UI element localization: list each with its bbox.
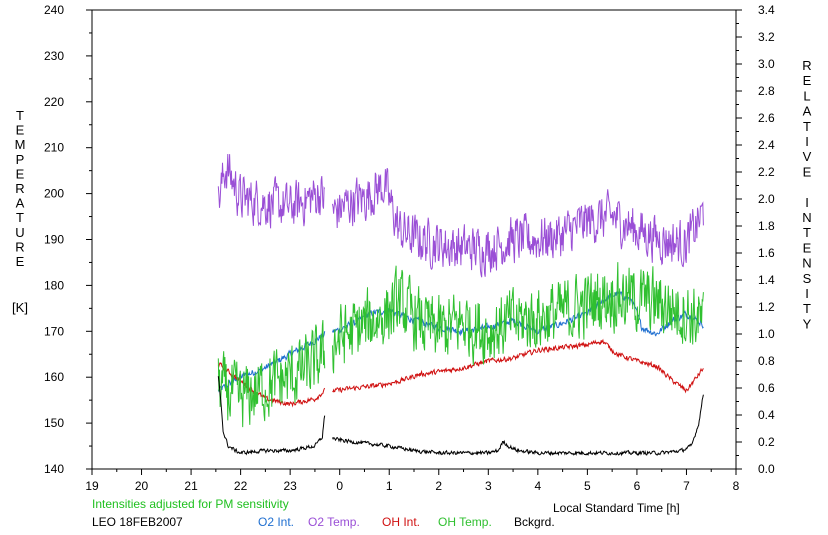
y-right-tick-label: 0.6 bbox=[758, 381, 775, 395]
y-left-title-letter: R bbox=[15, 181, 24, 196]
y-right-title-letter: Y bbox=[803, 316, 812, 331]
y-left-tick-label: 150 bbox=[44, 416, 64, 430]
y-left-tick-label: 160 bbox=[44, 370, 64, 384]
y-left-tick-label: 190 bbox=[44, 233, 64, 247]
legend-entry-o2_int: O2 Int. bbox=[258, 515, 294, 529]
x-tick-label: 3 bbox=[485, 479, 492, 493]
y-right-tick-label: 0.2 bbox=[758, 435, 775, 449]
y-left-title-letter: U bbox=[15, 225, 24, 240]
y-left-tick-label: 230 bbox=[44, 49, 64, 63]
series-line-o2_temp bbox=[332, 168, 704, 278]
y-right-title-letter: R bbox=[802, 58, 811, 73]
y-left-title-letter: M bbox=[15, 137, 26, 152]
y-left-title-letter: E bbox=[16, 123, 25, 138]
y-left-title-letter: T bbox=[16, 108, 24, 123]
y-right-title-letter: E bbox=[803, 164, 812, 179]
y-right-title-letter: T bbox=[803, 225, 811, 240]
series-line-bckgrd bbox=[332, 394, 704, 457]
y-left-title-letter: R bbox=[15, 239, 24, 254]
y-right-title-letter: A bbox=[803, 104, 812, 119]
x-tick-label: 22 bbox=[234, 479, 248, 493]
legend-entry-oh_temp: OH Temp. bbox=[438, 515, 492, 529]
y-right-tick-label: 2.8 bbox=[758, 84, 775, 98]
y-left-title-letter: E bbox=[16, 166, 25, 181]
y-right-tick-label: 2.0 bbox=[758, 192, 775, 206]
series-line-oh_temp bbox=[217, 320, 326, 428]
legend-entry-oh_int: OH Int. bbox=[382, 515, 420, 529]
y-right-title-letter: L bbox=[803, 88, 810, 103]
y-left-tick-label: 220 bbox=[44, 95, 64, 109]
y-right-title-letter: I bbox=[805, 286, 809, 301]
legend-entry-o2_temp: O2 Temp. bbox=[308, 515, 360, 529]
x-axis-label: Local Standard Time [h] bbox=[553, 501, 680, 515]
y-left-tick-label: 170 bbox=[44, 324, 64, 338]
series-line-o2_temp bbox=[217, 153, 326, 229]
y-left-tick-label: 180 bbox=[44, 278, 64, 292]
y-right-tick-label: 0.8 bbox=[758, 354, 775, 368]
y-right-title-letter: E bbox=[803, 240, 812, 255]
y-right-tick-label: 1.6 bbox=[758, 246, 775, 260]
series-line-oh_temp bbox=[332, 262, 704, 374]
y-right-tick-label: 2.2 bbox=[758, 165, 775, 179]
x-tick-label: 20 bbox=[135, 479, 149, 493]
x-tick-label: 6 bbox=[634, 479, 641, 493]
y-right-tick-label: 3.2 bbox=[758, 30, 775, 44]
y-right-tick-label: 1.0 bbox=[758, 327, 775, 341]
x-tick-label: 21 bbox=[184, 479, 198, 493]
y-right-title-letter: T bbox=[803, 301, 811, 316]
y-right-title-letter: I bbox=[805, 195, 809, 210]
x-tick-label: 8 bbox=[733, 479, 740, 493]
y-right-title-letter: V bbox=[803, 149, 812, 164]
y-left-title-letter: T bbox=[16, 210, 24, 225]
y-right-title-letter: T bbox=[803, 119, 811, 134]
y-right-title-letter: N bbox=[802, 210, 811, 225]
series-line-bckgrd bbox=[217, 376, 326, 456]
station-label: LEO 18FEB2007 bbox=[92, 515, 183, 529]
x-tick-label: 5 bbox=[584, 479, 591, 493]
y-left-tick-label: 210 bbox=[44, 141, 64, 155]
x-tick-label: 4 bbox=[535, 479, 542, 493]
series-line-oh_int bbox=[332, 338, 704, 394]
y-right-tick-label: 1.2 bbox=[758, 300, 775, 314]
y-left-tick-label: 200 bbox=[44, 187, 64, 201]
x-tick-label: 2 bbox=[435, 479, 442, 493]
x-tick-label: 19 bbox=[85, 479, 99, 493]
y-right-title-letter: N bbox=[802, 256, 811, 271]
y-left-unit: [K] bbox=[12, 300, 28, 315]
y-right-tick-label: 2.4 bbox=[758, 138, 775, 152]
y-left-title-letter: P bbox=[16, 152, 25, 167]
series-layer bbox=[217, 153, 704, 457]
y-right-title-letter: E bbox=[803, 73, 812, 88]
sensitivity-note: Intensities adjusted for PM sensitivity bbox=[92, 497, 289, 511]
y-left-tick-label: 140 bbox=[44, 462, 64, 476]
y-left-title-letter: A bbox=[16, 196, 25, 211]
y-right-title-letter: I bbox=[805, 134, 809, 149]
y-right-tick-label: 3.0 bbox=[758, 57, 775, 71]
x-tick-label: 23 bbox=[283, 479, 297, 493]
x-tick-label: 1 bbox=[386, 479, 393, 493]
y-right-tick-label: 1.8 bbox=[758, 219, 775, 233]
y-right-title-letter: S bbox=[803, 271, 812, 286]
x-tick-label: 0 bbox=[336, 479, 343, 493]
y-right-tick-label: 0.0 bbox=[758, 462, 775, 476]
y-right-tick-label: 2.6 bbox=[758, 111, 775, 125]
y-right-tick-label: 3.4 bbox=[758, 3, 775, 17]
x-tick-label: 7 bbox=[683, 479, 690, 493]
legend: O2 Int. O2 Temp. OH Int. OH Temp. Bckgrd. bbox=[258, 515, 555, 529]
y-right-tick-label: 0.4 bbox=[758, 408, 775, 422]
y-left-tick-label: 240 bbox=[44, 3, 64, 17]
legend-entry-bckgrd: Bckgrd. bbox=[514, 515, 555, 529]
y-left-title-letter: E bbox=[16, 254, 25, 269]
y-right-tick-label: 1.4 bbox=[758, 273, 775, 287]
axes-layer: 19 20 21 22 23 0 1 2 3 4 5 6 7 8140150160170180190200… bbox=[12, 3, 812, 493]
